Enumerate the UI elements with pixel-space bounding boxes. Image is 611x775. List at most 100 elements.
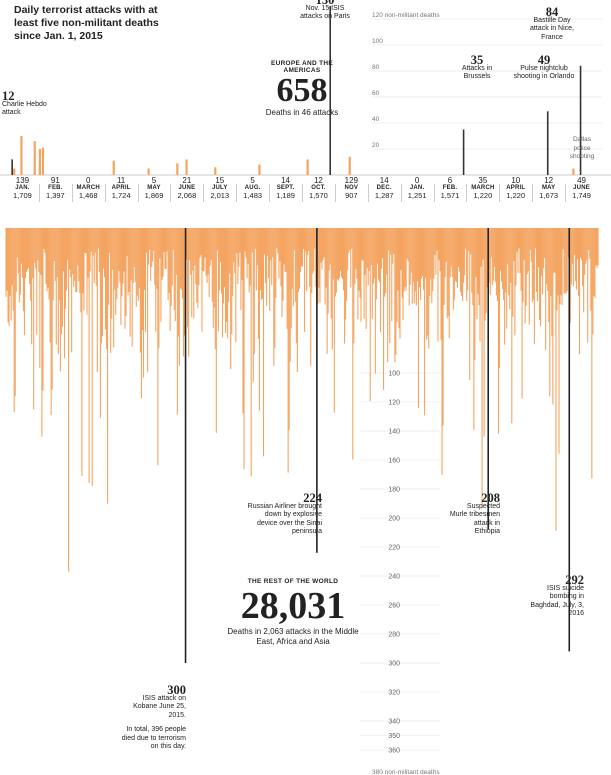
lower-bar — [515, 228, 517, 286]
lower-bar — [286, 228, 288, 329]
lower-bar — [425, 228, 427, 279]
lower-bar — [52, 228, 54, 301]
lower-bar — [275, 228, 277, 299]
annotation-orlando-text: Pulse nightclub shooting in Orlando — [513, 64, 575, 81]
month-europe-total: 10 — [511, 176, 521, 185]
lower-bar — [206, 228, 208, 283]
lower-bar — [381, 228, 384, 259]
lower-bar — [472, 228, 474, 306]
upper-bar — [147, 168, 150, 175]
lower-bar — [583, 228, 585, 313]
lower-bar — [484, 228, 486, 321]
lower-bar — [490, 228, 492, 258]
annotation-brussels: 35 Attacks in Brussels — [450, 54, 504, 82]
lower-bar — [262, 228, 265, 457]
month-europe-total: 0 — [414, 176, 420, 185]
lower-bar — [102, 228, 105, 269]
upper-tick-label: 20 — [372, 142, 380, 149]
lower-bar — [212, 228, 214, 328]
lower-bar — [318, 228, 320, 288]
lower-bar — [133, 228, 135, 268]
month-cell: 12 MAY 1,673 — [532, 176, 566, 200]
month-cell: 49 JUNE 1,749 — [565, 176, 599, 200]
lower-bar — [464, 228, 466, 276]
annotation-orlando-value: 49 — [537, 53, 551, 67]
lower-bar — [366, 228, 368, 269]
lower-bar — [10, 228, 12, 321]
lower-bar — [60, 228, 62, 335]
lower-bar — [389, 228, 391, 344]
lower-tick-label: 160 — [388, 458, 400, 465]
lower-tick-label: 320 — [388, 690, 400, 697]
annotation-russian-text: Russian Airliner brought down by explosi… — [247, 502, 322, 536]
lower-bar — [337, 228, 339, 281]
lower-bar — [153, 228, 155, 251]
lower-bar — [57, 228, 59, 354]
lower-bar — [178, 228, 180, 366]
region-rest-name: THE REST OF THE WORLD — [247, 578, 339, 585]
lower-bar — [141, 228, 144, 331]
month-separator — [104, 184, 106, 202]
lower-bar — [527, 228, 529, 272]
month-label: DEC. — [376, 185, 392, 191]
lower-bar — [355, 228, 357, 270]
lower-bar — [269, 228, 271, 312]
lower-bar — [63, 228, 66, 359]
lower-bar — [280, 228, 282, 287]
lower-bar — [452, 228, 454, 310]
lower-bar — [248, 228, 250, 293]
lower-bar — [115, 228, 117, 315]
month-europe-total: 129 — [344, 176, 358, 185]
lower-bar — [595, 228, 597, 266]
lower-bar — [440, 228, 442, 340]
lower-bar — [486, 228, 488, 288]
lower-bar — [530, 228, 532, 262]
lower-bar — [390, 228, 392, 255]
lower-highlight-bar — [568, 228, 571, 652]
month-label: FEB. — [442, 185, 458, 191]
lower-bar — [469, 228, 471, 381]
lower-bar — [470, 228, 472, 255]
lower-bar — [593, 228, 595, 297]
month-label: NOV — [344, 185, 359, 191]
upper-bar — [572, 168, 575, 175]
lower-bar — [448, 228, 450, 339]
lower-tick-label: 360 — [388, 748, 400, 755]
upper-bar — [258, 164, 261, 175]
lower-bar — [169, 228, 171, 331]
lower-tick-label: 200 — [388, 516, 400, 523]
lower-bar — [556, 228, 558, 311]
lower-bar — [395, 228, 397, 355]
lower-bar — [285, 228, 287, 272]
lower-bar — [427, 228, 429, 336]
upper-bar — [546, 111, 549, 175]
month-cell: 129 NOV 907 — [334, 176, 368, 200]
lower-bar — [313, 228, 315, 271]
lower-bar — [473, 228, 475, 430]
lower-bar — [287, 228, 289, 473]
month-separator — [236, 184, 238, 202]
lower-bar — [423, 228, 425, 291]
lower-bar — [361, 228, 363, 261]
lower-bar — [148, 228, 150, 265]
lower-bar — [97, 228, 99, 249]
lower-bar — [398, 228, 400, 329]
lower-bar — [170, 228, 172, 306]
annotation-charlie-text: Charlie Hebdo attack — [2, 100, 47, 117]
lower-bar — [131, 228, 133, 347]
annotation-paris-text: Nov. 15 ISIS attacks on Paris — [300, 4, 350, 21]
lower-bar — [439, 228, 441, 272]
lower-bar — [475, 228, 477, 278]
lower-bar — [373, 228, 375, 279]
month-rest-total: 1,468 — [78, 191, 98, 200]
month-rest-total: 1,189 — [276, 191, 295, 200]
lower-bar — [424, 228, 426, 416]
lower-bar — [333, 228, 335, 413]
lower-bar — [510, 228, 512, 283]
lower-bar — [41, 228, 43, 437]
lower-bar — [367, 228, 369, 286]
lower-bar — [478, 228, 480, 306]
lower-bar — [216, 228, 218, 251]
lower-bar — [136, 228, 138, 296]
month-separator — [302, 184, 303, 202]
